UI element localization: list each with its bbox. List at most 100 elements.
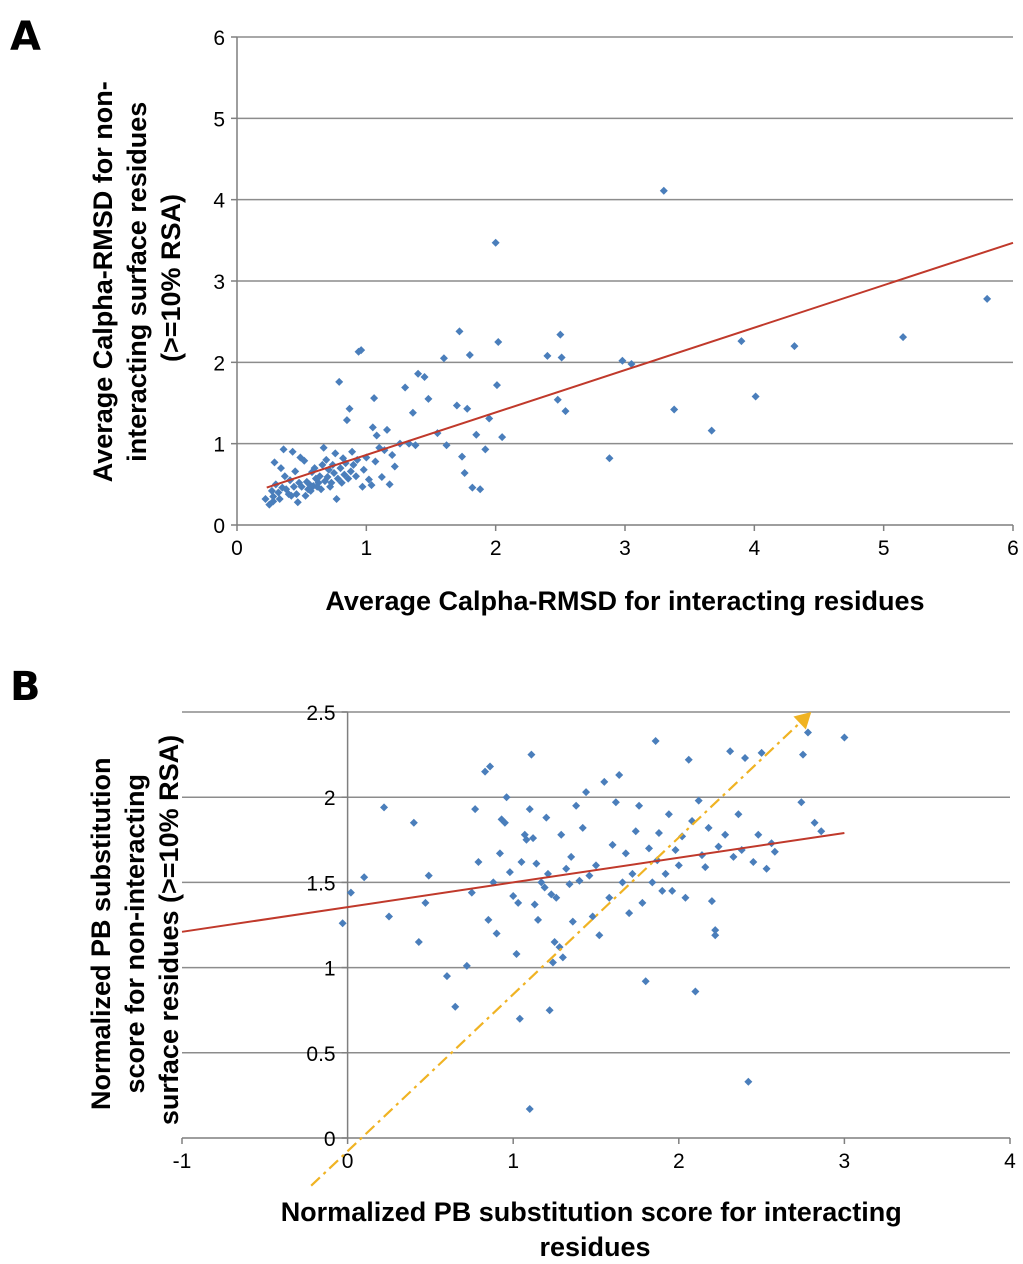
a-data-point — [561, 407, 570, 416]
b-data-point — [810, 818, 819, 827]
b-data-point — [707, 897, 716, 906]
panel-b-y-title-line-3: surface residues (>=10% RSA) — [154, 735, 184, 1125]
b-data-point — [414, 938, 423, 947]
b-data-point — [529, 834, 538, 843]
b-data-point — [558, 953, 567, 962]
b-data-point — [552, 893, 561, 902]
a-data-point — [543, 351, 552, 360]
a-data-point — [318, 460, 327, 469]
a-data-point — [370, 394, 379, 403]
a-data-point — [424, 394, 433, 403]
panel-a-y-tick-labels: 0 1 2 3 4 5 6 — [213, 27, 225, 538]
b-y-tick-label: 1.5 — [306, 872, 335, 895]
b-data-point — [678, 832, 687, 841]
b-data-point — [474, 857, 483, 866]
a-data-point — [494, 338, 503, 346]
b-data-point — [462, 961, 471, 970]
a-data-point — [291, 467, 300, 476]
panel-a-y-title-line-1: Average Calpha-RMSD for non- — [88, 81, 118, 482]
b-data-point — [744, 1077, 753, 1086]
a-data-point — [737, 337, 746, 346]
a-data-point — [261, 494, 270, 503]
a-data-point — [557, 353, 566, 362]
b-data-point — [522, 835, 531, 844]
b-data-point — [550, 938, 559, 947]
a-data-point — [357, 346, 366, 355]
b-data-point — [557, 830, 566, 839]
a-data-point — [301, 491, 310, 500]
a-data-point — [323, 473, 332, 482]
b-data-point — [451, 1002, 460, 1011]
a-data-point — [327, 478, 336, 487]
a-data-point — [553, 395, 562, 404]
a-data-point — [899, 333, 908, 342]
a-data-point — [330, 468, 338, 477]
a-data-point — [351, 472, 360, 481]
a-data-point — [297, 482, 306, 491]
b-data-point — [512, 949, 521, 958]
b-data-point — [467, 888, 476, 897]
a-data-point — [491, 238, 500, 247]
b-data-point — [500, 818, 509, 827]
a-data-point — [390, 462, 399, 471]
a-data-point — [364, 475, 373, 484]
panel-b-diagonal-arrow — [310, 711, 813, 1187]
b-data-point — [548, 958, 557, 967]
b-data-point — [517, 857, 526, 866]
b-data-point — [542, 813, 551, 822]
b-y-tick-label: 0.5 — [306, 1043, 335, 1066]
panel-b-y-tick-labels: 0 0.5 1 1.5 2 2.5 — [306, 702, 335, 1151]
b-data-point — [530, 900, 539, 909]
b-data-point — [721, 830, 730, 839]
a-data-point — [476, 485, 485, 494]
a-data-point — [455, 327, 464, 336]
b-data-point — [726, 747, 735, 756]
a-data-point — [452, 401, 461, 410]
b-data-point — [694, 796, 703, 805]
a-data-point — [289, 482, 298, 491]
a-data-point — [367, 481, 376, 490]
a-y-tick-label: 2 — [213, 352, 225, 375]
a-data-point — [460, 468, 469, 477]
b-data-point — [484, 915, 493, 924]
b-data-point — [648, 878, 657, 887]
b-data-point — [749, 857, 758, 866]
a-data-point — [280, 472, 289, 481]
a-data-point — [401, 383, 410, 392]
b-data-point — [628, 869, 637, 878]
a-data-point — [442, 441, 451, 450]
b-data-point — [757, 748, 766, 757]
b-data-point — [754, 830, 763, 839]
a-data-point — [279, 445, 288, 454]
a-data-point — [342, 416, 351, 425]
b-data-point — [664, 810, 673, 819]
b-data-point — [691, 987, 700, 996]
b-data-point — [588, 912, 597, 921]
a-data-point — [383, 425, 392, 434]
a-data-point — [670, 405, 679, 414]
a-data-point — [388, 451, 397, 460]
b-data-point — [495, 849, 504, 858]
b-data-point — [585, 871, 594, 880]
a-data-point — [331, 449, 340, 458]
b-data-point — [711, 931, 720, 940]
b-data-point — [618, 878, 627, 887]
b-data-point — [424, 871, 433, 880]
b-data-point — [532, 859, 541, 868]
a-data-point — [322, 455, 331, 464]
a-y-tick-label: 0 — [213, 515, 225, 538]
b-data-point — [681, 893, 690, 902]
a-data-point — [335, 377, 344, 386]
b-data-point — [817, 827, 826, 836]
panel-b-x-title-line-2: residues — [539, 1232, 650, 1262]
a-data-point — [492, 381, 501, 390]
b-data-point — [509, 892, 518, 901]
b-x-tick-label: 3 — [839, 1150, 851, 1173]
a-data-point — [751, 392, 760, 401]
b-data-point — [514, 898, 523, 907]
a-x-tick-label: 0 — [231, 537, 243, 560]
b-data-point — [582, 788, 591, 797]
a-data-point — [292, 490, 301, 499]
a-x-tick-label: 3 — [619, 537, 631, 560]
